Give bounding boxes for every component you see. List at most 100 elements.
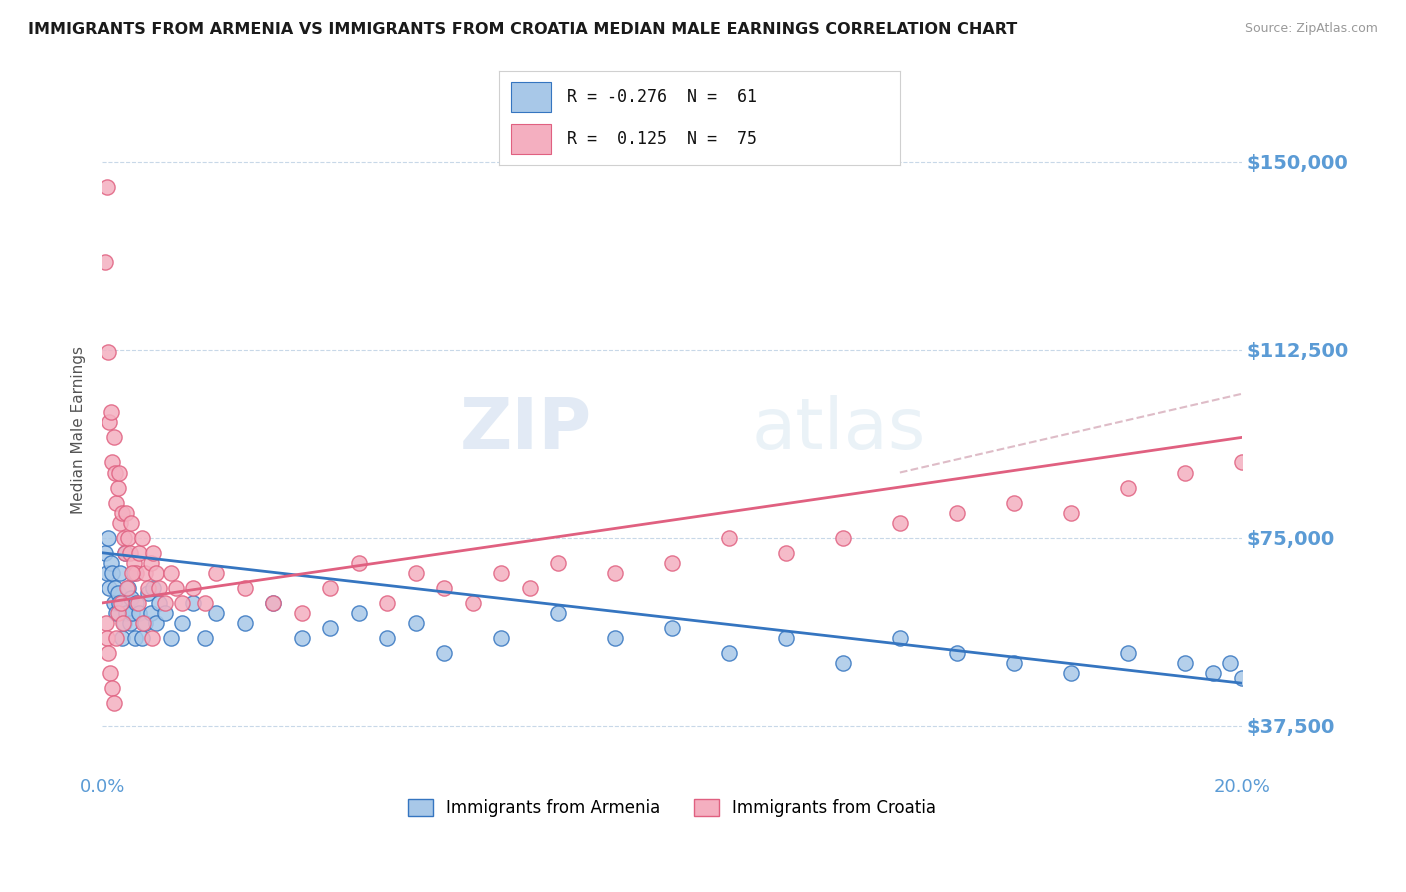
Point xyxy=(1116,646,1139,660)
Point xyxy=(94,546,117,560)
Point xyxy=(103,596,125,610)
Point xyxy=(946,646,969,660)
Point xyxy=(100,556,122,570)
Point xyxy=(100,405,122,419)
Point xyxy=(117,581,139,595)
Point xyxy=(717,531,740,545)
Point xyxy=(112,615,135,630)
Point xyxy=(110,516,132,530)
Bar xyxy=(512,82,551,112)
Point xyxy=(120,591,142,605)
Point xyxy=(141,631,163,645)
Point xyxy=(128,606,150,620)
Point xyxy=(148,581,170,595)
Point xyxy=(375,596,398,610)
Point xyxy=(461,596,484,610)
Point xyxy=(132,615,155,630)
Point xyxy=(233,615,256,630)
Point xyxy=(603,566,626,580)
Point xyxy=(170,596,193,610)
Point xyxy=(136,586,159,600)
Point xyxy=(112,531,135,545)
Point xyxy=(108,596,131,610)
Point xyxy=(97,531,120,545)
Point xyxy=(205,566,228,580)
Point xyxy=(153,596,176,610)
Point xyxy=(1174,656,1197,670)
Text: IMMIGRANTS FROM ARMENIA VS IMMIGRANTS FROM CROATIA MEDIAN MALE EARNINGS CORRELAT: IMMIGRANTS FROM ARMENIA VS IMMIGRANTS FR… xyxy=(28,22,1018,37)
Point xyxy=(889,631,911,645)
Point xyxy=(107,606,129,620)
Point xyxy=(134,615,156,630)
Point xyxy=(104,581,127,595)
Point xyxy=(603,631,626,645)
Point xyxy=(375,631,398,645)
Point xyxy=(1230,455,1253,469)
Point xyxy=(165,581,187,595)
Point xyxy=(831,531,853,545)
Point xyxy=(347,606,370,620)
Point xyxy=(1002,495,1025,509)
Point xyxy=(96,179,118,194)
Point xyxy=(117,531,139,545)
Point xyxy=(98,581,121,595)
Point xyxy=(139,556,162,570)
Point xyxy=(128,546,150,560)
Point xyxy=(194,631,217,645)
Point xyxy=(205,606,228,620)
Point xyxy=(183,581,205,595)
Point xyxy=(405,615,427,630)
Point xyxy=(131,631,153,645)
Point xyxy=(262,596,284,610)
Point xyxy=(405,566,427,580)
Point xyxy=(103,430,125,444)
Point xyxy=(148,596,170,610)
Point xyxy=(114,546,136,560)
Point xyxy=(347,556,370,570)
Text: atlas: atlas xyxy=(752,395,927,465)
Point xyxy=(96,631,118,645)
Point xyxy=(194,596,217,610)
Text: R =  0.125  N =  75: R = 0.125 N = 75 xyxy=(567,130,758,148)
Y-axis label: Median Male Earnings: Median Male Earnings xyxy=(72,346,86,514)
Point xyxy=(111,631,134,645)
Point xyxy=(547,606,569,620)
Point xyxy=(103,696,125,710)
Text: Source: ZipAtlas.com: Source: ZipAtlas.com xyxy=(1244,22,1378,36)
Point xyxy=(118,546,141,560)
Point xyxy=(145,566,167,580)
Point xyxy=(433,646,456,660)
Text: R = -0.276  N =  61: R = -0.276 N = 61 xyxy=(567,87,758,105)
Point xyxy=(105,495,128,509)
Point xyxy=(98,416,121,430)
Point xyxy=(124,631,146,645)
Point xyxy=(139,606,162,620)
Point xyxy=(131,531,153,545)
Point xyxy=(775,546,797,560)
Point xyxy=(118,615,141,630)
Point xyxy=(291,606,314,620)
Point xyxy=(145,615,167,630)
Point xyxy=(125,596,148,610)
Point xyxy=(946,506,969,520)
Point xyxy=(134,566,156,580)
Point xyxy=(121,566,143,580)
Point xyxy=(127,596,149,610)
Point xyxy=(1174,466,1197,480)
Point xyxy=(661,621,683,635)
Point xyxy=(111,615,134,630)
Point xyxy=(96,566,118,580)
Point xyxy=(115,606,138,620)
Point xyxy=(94,255,117,269)
Point xyxy=(262,596,284,610)
Point xyxy=(159,631,181,645)
Point xyxy=(1202,666,1225,681)
Point xyxy=(114,546,136,560)
Text: ZIP: ZIP xyxy=(460,395,592,465)
Point xyxy=(122,566,145,580)
Point xyxy=(319,581,342,595)
Point xyxy=(107,481,129,495)
Point xyxy=(110,596,132,610)
Point xyxy=(136,581,159,595)
Point xyxy=(1060,506,1083,520)
